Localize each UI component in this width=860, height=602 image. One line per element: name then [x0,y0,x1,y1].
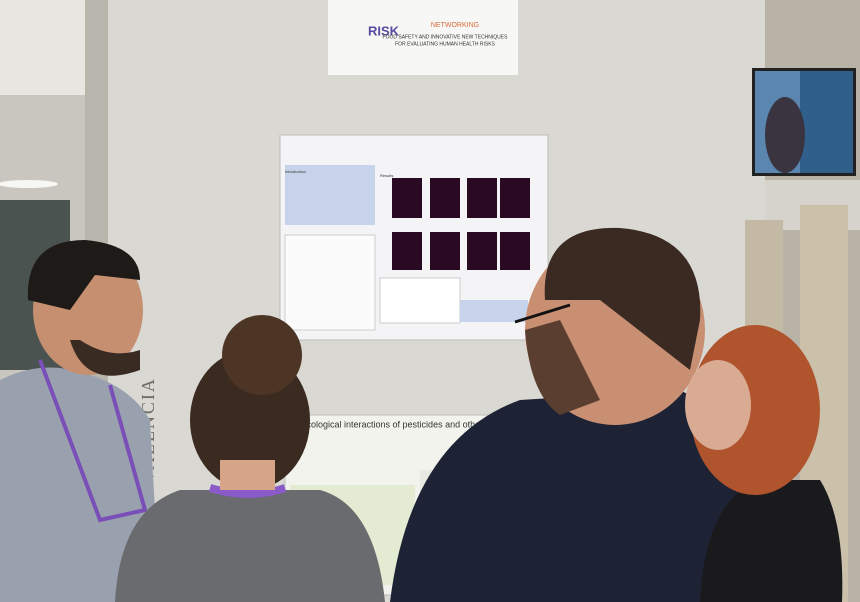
person-hair [544,227,701,370]
poster-heading: Results [380,173,393,178]
person-neck [220,460,275,490]
person-face [685,360,751,450]
sign-title: NETWORKING [431,22,479,29]
tv-building [800,71,853,173]
person-hoodie [390,390,765,602]
person-beard [70,340,140,376]
person-top [700,480,843,602]
ceiling-light [0,180,58,188]
tv-person [765,97,805,173]
sign-logo: RISK [368,23,400,38]
lanyard [38,359,148,523]
microscopy-grid [392,178,530,270]
poster-conclusion [460,300,528,322]
poster-graph [379,277,461,324]
poster-title: xicological interactions of pesticides a… [300,419,531,429]
poster-intro-box [285,165,375,225]
ceiling [0,0,85,95]
glasses [514,303,571,324]
person-hair [27,240,140,310]
poster-heading: Introduction [285,169,306,174]
sign-subtitle: FOR EVALUATING HUMAN HEALTH RISKS [395,41,495,47]
hair-bun [222,315,302,395]
lanyard [208,484,287,498]
sign-subtitle: FOOD SAFETY AND INNOVATIVE NEW TECHNIQUE… [383,34,509,40]
poster-methods [284,234,376,331]
person-beard [525,320,600,415]
person-top [115,490,385,602]
sign [328,0,518,75]
